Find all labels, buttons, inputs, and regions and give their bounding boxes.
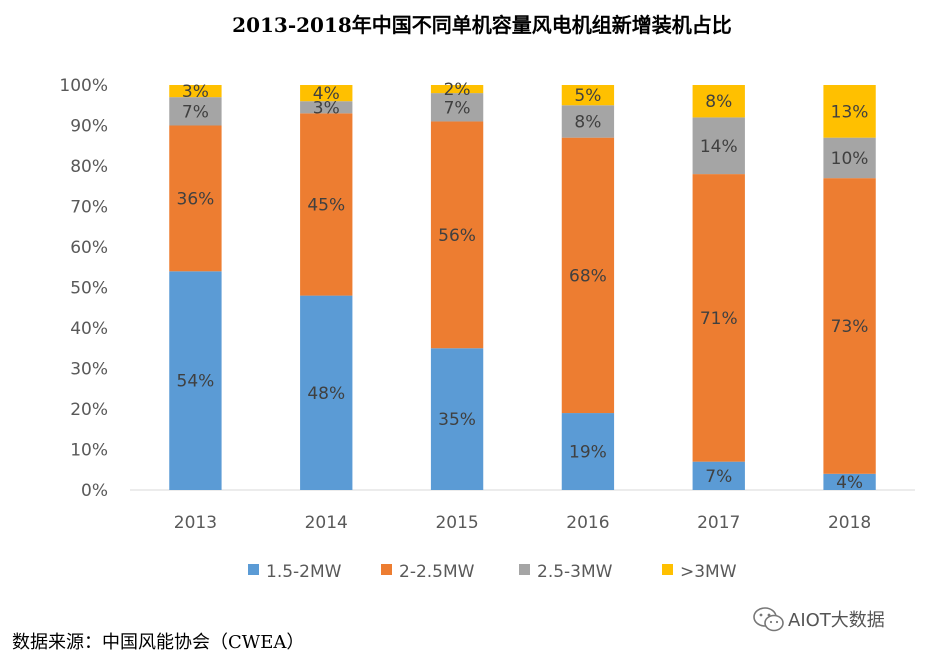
- data-label: 13%: [831, 102, 869, 122]
- legend-swatch: [248, 564, 259, 575]
- y-tick-label: 60%: [70, 238, 108, 258]
- legend-label: 2-2.5MW: [399, 562, 475, 582]
- y-tick-label: 30%: [70, 360, 108, 380]
- bar-segment: [823, 473, 876, 490]
- x-tick-label: 2016: [566, 513, 609, 533]
- data-label: 3%: [182, 82, 209, 102]
- data-label: 3%: [313, 98, 340, 118]
- data-label: 73%: [831, 317, 869, 337]
- data-label: 4%: [836, 473, 863, 493]
- bar-segment: [430, 121, 484, 349]
- bar-segment: [561, 85, 615, 106]
- data-label: 8%: [705, 92, 732, 112]
- x-axis: 2013 2014 2015 2016 2017 2018: [130, 489, 915, 533]
- data-label: 56%: [438, 226, 476, 246]
- data-label: 19%: [569, 443, 607, 463]
- watermark: AIOT大数据: [753, 607, 885, 632]
- x-tick-label: 2018: [828, 513, 871, 533]
- data-label: 4%: [313, 84, 340, 104]
- data-label: 5%: [574, 86, 601, 106]
- x-tick-label: 2017: [697, 513, 740, 533]
- data-label: 54%: [177, 372, 215, 392]
- source-note: 数据来源：中国风能协会（CWEA）: [12, 632, 304, 653]
- bar-segment: [692, 85, 745, 118]
- data-label: 2%: [444, 80, 471, 100]
- y-tick-label: 90%: [70, 117, 108, 137]
- legend: 1.5-2MW 2-2.5MW 2.5-3MW >3MW: [248, 562, 737, 582]
- bar-segment: [823, 178, 876, 474]
- y-tick-label: 0%: [81, 481, 108, 501]
- x-tick-label: 2013: [174, 513, 217, 533]
- bar-segment: [300, 295, 353, 490]
- chart-title: 2013-2018年中国不同单机容量风电机组新增装机占比: [232, 13, 732, 37]
- data-label: 14%: [700, 137, 738, 157]
- bar-segment: [169, 125, 222, 272]
- legend-swatch: [519, 564, 530, 575]
- y-tick-label: 40%: [70, 319, 108, 339]
- legend-item: 1.5-2MW: [248, 562, 342, 582]
- y-tick-label: 10%: [70, 441, 108, 461]
- y-tick-label: 20%: [70, 400, 108, 420]
- bar-segment: [300, 101, 353, 114]
- legend-item: 2.5-3MW: [519, 562, 613, 582]
- bar-segment: [430, 93, 484, 122]
- data-label: 7%: [182, 102, 209, 122]
- data-label: 71%: [700, 309, 738, 329]
- y-tick-label: 80%: [70, 157, 108, 177]
- y-axis: 0% 10% 20% 30% 40% 50% 60% 70% 80% 90% 100%: [59, 76, 108, 501]
- legend-label: 2.5-3MW: [537, 562, 613, 582]
- bar-segment: [823, 137, 876, 179]
- bar-segment: [300, 85, 353, 102]
- bars-group: [169, 85, 876, 490]
- data-labels-group: 54%36%7%3%48%45%3%4%35%56%7%2%19%68%8%5%…: [177, 80, 869, 493]
- bar-segment: [561, 137, 615, 414]
- legend-item: >3MW: [662, 562, 737, 582]
- legend-label: 1.5-2MW: [266, 562, 342, 582]
- bar-segment: [561, 413, 615, 490]
- bar-segment: [561, 105, 615, 138]
- data-label: 48%: [307, 384, 345, 404]
- bar-segment: [169, 85, 222, 98]
- data-label: 68%: [569, 266, 607, 286]
- bar-segment: [300, 113, 353, 296]
- legend-item: 2-2.5MW: [381, 562, 475, 582]
- y-tick-label: 50%: [70, 279, 108, 299]
- y-tick-label: 70%: [70, 198, 108, 218]
- data-label: 45%: [307, 195, 345, 215]
- watermark-text: AIOT大数据: [788, 610, 885, 631]
- legend-swatch: [381, 564, 392, 575]
- legend-label: >3MW: [680, 562, 737, 582]
- legend-swatch: [662, 564, 673, 575]
- data-label: 7%: [705, 467, 732, 487]
- data-label: 35%: [438, 410, 476, 430]
- bar-segment: [823, 85, 876, 138]
- data-label: 10%: [831, 149, 869, 169]
- bar-segment: [692, 117, 745, 175]
- bar-segment: [692, 461, 745, 490]
- x-tick-label: 2014: [305, 513, 348, 533]
- x-tick-label: 2015: [435, 513, 478, 533]
- wechat-icon: [753, 607, 784, 632]
- data-label: 36%: [177, 189, 215, 209]
- bar-segment: [430, 348, 484, 490]
- bar-segment: [169, 97, 222, 126]
- bar-segment: [430, 85, 484, 94]
- y-tick-label: 100%: [59, 76, 108, 96]
- bar-segment: [692, 174, 745, 462]
- bar-segment: [169, 271, 222, 490]
- data-label: 7%: [444, 98, 471, 118]
- data-label: 8%: [574, 112, 601, 132]
